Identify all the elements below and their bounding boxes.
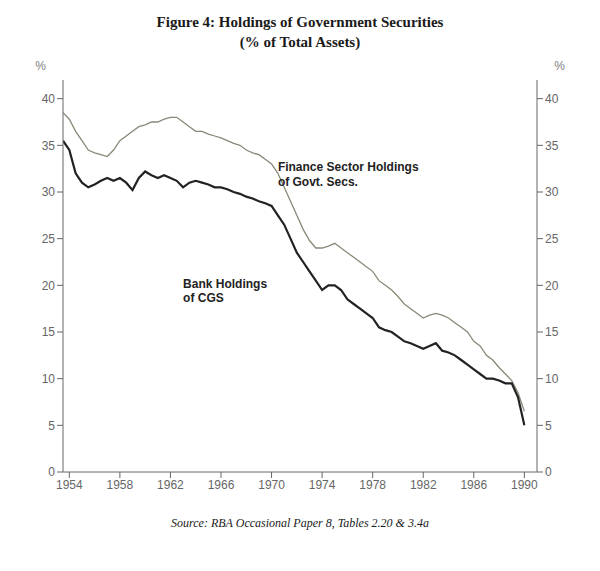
- svg-text:40: 40: [545, 92, 559, 106]
- svg-text:%: %: [554, 59, 565, 73]
- svg-text:1954: 1954: [56, 478, 83, 492]
- svg-text:0: 0: [48, 465, 55, 479]
- html-text:Source: RBA Occasional Paper 8: Source: RBA Occasional Paper 8, Tables 2…: [171, 516, 429, 530]
- svg-text:25: 25: [42, 232, 56, 246]
- svg-text:5: 5: [48, 419, 55, 433]
- svg-text:1990: 1990: [511, 478, 538, 492]
- svg-text:30: 30: [545, 185, 559, 199]
- svg-text:0: 0: [545, 465, 552, 479]
- svg-text:30: 30: [42, 185, 56, 199]
- html-text:Figure 4: Holdings of Governme: Figure 4: Holdings of Government Securit…: [156, 14, 444, 30]
- svg-text:35: 35: [42, 139, 56, 153]
- svg-text:1970: 1970: [258, 478, 285, 492]
- svg-text:15: 15: [42, 325, 56, 339]
- svg-text:%: %: [35, 59, 46, 73]
- svg-text:20: 20: [42, 279, 56, 293]
- svg-text:Bank Holdingsof CGS: Bank Holdingsof CGS: [183, 277, 267, 305]
- svg-text:1958: 1958: [107, 478, 134, 492]
- svg-text:1982: 1982: [410, 478, 437, 492]
- svg-text:1962: 1962: [157, 478, 184, 492]
- svg-text:20: 20: [545, 279, 559, 293]
- svg-text:5: 5: [545, 419, 552, 433]
- svg-text:10: 10: [545, 372, 559, 386]
- svg-text:10: 10: [42, 372, 56, 386]
- svg-text:35: 35: [545, 139, 559, 153]
- svg-text:Finance Sector Holdingsof Govt: Finance Sector Holdingsof Govt. Secs.: [278, 160, 419, 188]
- svg-text:25: 25: [545, 232, 559, 246]
- svg-text:1966: 1966: [208, 478, 235, 492]
- svg-text:1986: 1986: [460, 478, 487, 492]
- svg-text:40: 40: [42, 92, 56, 106]
- svg-text:1974: 1974: [309, 478, 336, 492]
- html-text:(% of Total Assets): (% of Total Assets): [239, 34, 361, 50]
- svg-text:1978: 1978: [359, 478, 386, 492]
- svg-text:15: 15: [545, 325, 559, 339]
